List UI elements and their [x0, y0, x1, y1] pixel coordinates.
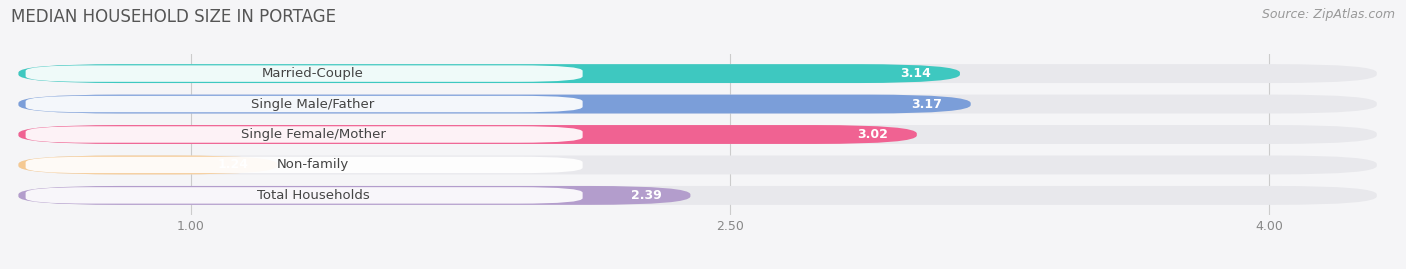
Text: 3.02: 3.02: [858, 128, 889, 141]
FancyBboxPatch shape: [25, 65, 582, 82]
FancyBboxPatch shape: [25, 126, 582, 143]
FancyBboxPatch shape: [18, 186, 1376, 205]
FancyBboxPatch shape: [18, 64, 960, 83]
Text: Source: ZipAtlas.com: Source: ZipAtlas.com: [1261, 8, 1395, 21]
FancyBboxPatch shape: [18, 155, 1376, 174]
FancyBboxPatch shape: [18, 125, 917, 144]
Text: Total Households: Total Households: [257, 189, 370, 202]
FancyBboxPatch shape: [18, 125, 1376, 144]
FancyBboxPatch shape: [18, 95, 970, 114]
FancyBboxPatch shape: [25, 96, 582, 112]
Text: Single Male/Father: Single Male/Father: [252, 98, 375, 111]
Text: Non-family: Non-family: [277, 158, 349, 171]
Text: Married-Couple: Married-Couple: [262, 67, 364, 80]
FancyBboxPatch shape: [25, 187, 582, 204]
Text: 3.14: 3.14: [900, 67, 931, 80]
Text: Single Female/Mother: Single Female/Mother: [240, 128, 385, 141]
FancyBboxPatch shape: [18, 155, 277, 174]
Text: 1.24: 1.24: [218, 158, 249, 171]
FancyBboxPatch shape: [18, 95, 1376, 114]
Text: MEDIAN HOUSEHOLD SIZE IN PORTAGE: MEDIAN HOUSEHOLD SIZE IN PORTAGE: [11, 8, 336, 26]
FancyBboxPatch shape: [18, 64, 1376, 83]
FancyBboxPatch shape: [25, 157, 582, 173]
Text: 3.17: 3.17: [911, 98, 942, 111]
FancyBboxPatch shape: [18, 186, 690, 205]
Text: 2.39: 2.39: [631, 189, 662, 202]
